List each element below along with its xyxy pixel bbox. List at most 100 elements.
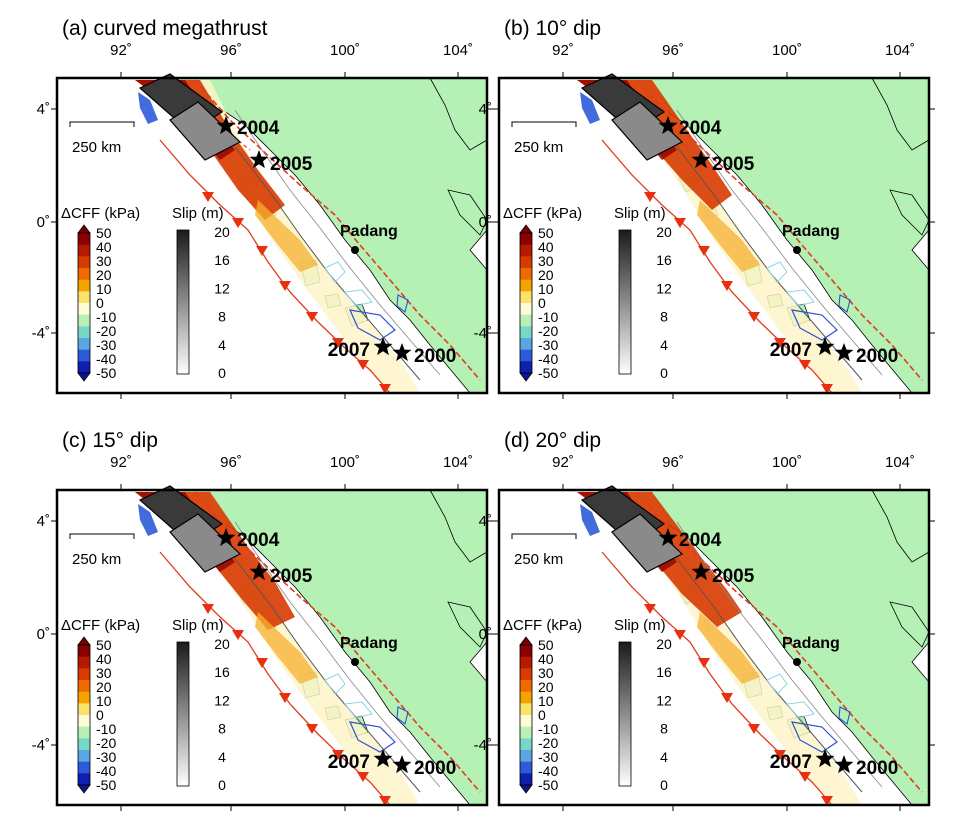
city-marker [793, 658, 801, 666]
earthquake-star [249, 150, 269, 169]
slip-colorbar-title: Slip (m) [172, 617, 224, 634]
cff-colorbar-label: -10 [538, 721, 558, 737]
cff-colorbar-swatch [78, 314, 90, 327]
slip-colorbar-label: 0 [660, 365, 668, 381]
coupling-contour [324, 673, 346, 695]
earthquake-label: 2004 [237, 530, 280, 551]
slip-colorbar-title: Slip (m) [172, 205, 224, 222]
lon-tick-label: 100˚ [772, 454, 802, 471]
trench-tooth [279, 281, 291, 291]
coupling-contour [766, 261, 788, 283]
lon-tick-label: 100˚ [330, 42, 360, 59]
cff-colorbar-label: -20 [538, 735, 558, 751]
cff-colorbar-label: 10 [538, 281, 554, 297]
lon-tick-label: 100˚ [772, 42, 802, 59]
earthquake-label: 2000 [414, 346, 456, 367]
earthquake-star [216, 528, 236, 547]
slip-colorbar-gradient [176, 641, 190, 787]
trench-tooth [232, 218, 244, 228]
fault-patch-lower [169, 101, 242, 161]
cff-colorbar-swatch [78, 303, 90, 316]
earthquake-star [216, 116, 236, 135]
cff-colorbar-swatch [78, 349, 90, 362]
lon-tick-label: 96˚ [662, 454, 684, 471]
earthquake-star [373, 749, 393, 768]
lat-tick-label: 0˚ [37, 626, 50, 643]
cff-colorbar-label: -50 [538, 365, 558, 381]
cff-colorbar-label: 30 [96, 253, 112, 269]
cff-colorbar-label: -30 [96, 337, 116, 353]
cff-colorbar-swatch [78, 233, 90, 246]
cff-colorbar-swatch [78, 680, 90, 693]
cff-colorbar-swatch [78, 656, 90, 669]
slip-colorbar-title: Slip (m) [614, 617, 666, 634]
cff-colorbar-swatch [78, 244, 90, 257]
cff-colorbar-label: 10 [538, 693, 554, 709]
cff-colorbar-label: -20 [96, 323, 116, 339]
lon-tick-label: 96˚ [220, 42, 242, 59]
cff-colorbar-swatch [78, 773, 90, 786]
earthquake-star [834, 755, 854, 774]
earthquake-star [834, 343, 854, 362]
cff-colorbar-swatch [520, 645, 532, 658]
slip-colorbar-label: 0 [218, 365, 226, 381]
lat-tick-label: -4˚ [474, 737, 492, 754]
trench-tooth [799, 360, 811, 370]
sumatra-land [159, 489, 488, 806]
cff-colorbar-swatch [520, 279, 532, 292]
slab-contour [656, 119, 863, 381]
lon-tick-label: 104˚ [885, 42, 915, 59]
earthquake-star [392, 343, 412, 362]
cff-colorbar-swatch [520, 349, 532, 362]
cff-colorbar-swatch [78, 256, 90, 269]
cff-colorbar-swatch [520, 244, 532, 257]
cff-colorbar-swatch [520, 738, 532, 751]
city-label: Padang [340, 635, 398, 652]
city-marker [793, 246, 801, 254]
cff-colorbar-swatch [520, 233, 532, 246]
trench-tooth [644, 192, 656, 202]
cff-colorbar-label: 10 [96, 693, 112, 709]
coupling-contour [790, 721, 838, 753]
scale-bar-label: 250 km [72, 139, 121, 156]
cff-colorbar-frame [77, 644, 91, 786]
coupling-contour [838, 294, 851, 313]
slip-colorbar-gradient [618, 229, 632, 375]
sumatran-fault [194, 79, 481, 381]
earthquake-label: 2005 [712, 154, 755, 175]
lon-tick-label: 92˚ [552, 454, 574, 471]
cff-colorbar-label: 40 [96, 239, 112, 255]
trench-tooth [821, 384, 833, 394]
riau-islands [447, 601, 488, 648]
cff-colorbar-label: 40 [538, 239, 554, 255]
earthquake-label: 2005 [270, 566, 313, 587]
cff-colorbar-swatch [78, 338, 90, 351]
lon-tick-label: 92˚ [110, 454, 132, 471]
cff-negative-zone [138, 92, 158, 124]
cff-colorbar-swatch [520, 656, 532, 669]
cff-colorbar-label: 30 [538, 253, 554, 269]
cff-colorbar-label: -20 [538, 323, 558, 339]
sumatra-land [601, 77, 930, 394]
sunda-trench [601, 551, 833, 806]
city-marker [351, 658, 359, 666]
earthquake-label: 2000 [414, 758, 456, 779]
scale-bar-label: 250 km [72, 551, 121, 568]
trench-tooth [332, 750, 344, 760]
cff-colorbar-swatch [78, 703, 90, 716]
cff-colorbar-label: 20 [96, 267, 112, 283]
cff-colorbar-label: -40 [538, 351, 558, 367]
cff-colorbar-label: -40 [96, 351, 116, 367]
cff-colorbar-title: ΔCFF (kPa) [503, 205, 582, 222]
cff-colorbar-swatch [78, 668, 90, 681]
trench-tooth [256, 658, 268, 668]
earthquake-star [658, 116, 678, 135]
cff-colorbar-label: 30 [96, 665, 112, 681]
slip-colorbar-label: 20 [656, 636, 672, 652]
sunda-trench [159, 139, 391, 394]
lon-tick-label: 92˚ [552, 42, 574, 59]
cff-colorbar-swatch [520, 750, 532, 763]
riau-islands [889, 601, 930, 648]
lat-tick-label: 0˚ [37, 214, 50, 231]
city-label: Padang [782, 223, 840, 240]
